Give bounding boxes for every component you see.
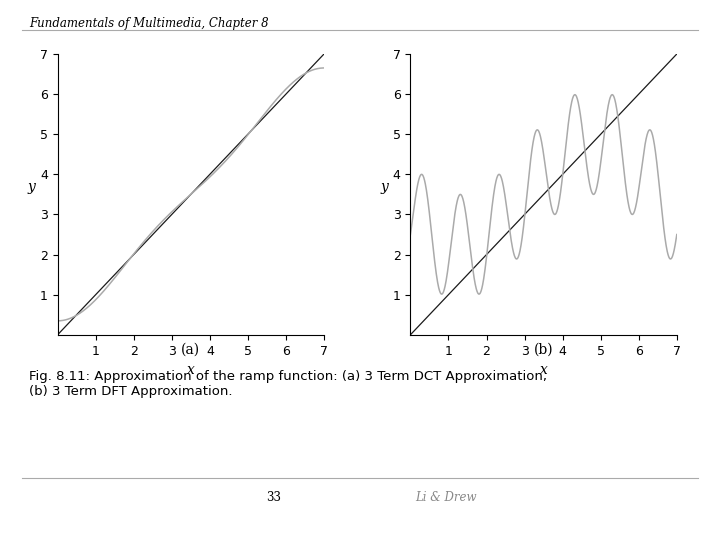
X-axis label: x: x (540, 363, 547, 377)
Y-axis label: y: y (380, 180, 388, 194)
Text: 33: 33 (266, 491, 281, 504)
Text: Fig. 8.11: Approximation of the ramp function: (a) 3 Term DCT Approximation,
(b): Fig. 8.11: Approximation of the ramp fun… (29, 370, 546, 398)
Text: (a): (a) (181, 343, 200, 357)
X-axis label: x: x (187, 363, 194, 377)
Text: (b): (b) (534, 343, 554, 357)
Text: Li & Drew: Li & Drew (415, 491, 477, 504)
Y-axis label: y: y (27, 180, 35, 194)
Text: Fundamentals of Multimedia, Chapter 8: Fundamentals of Multimedia, Chapter 8 (29, 17, 269, 30)
